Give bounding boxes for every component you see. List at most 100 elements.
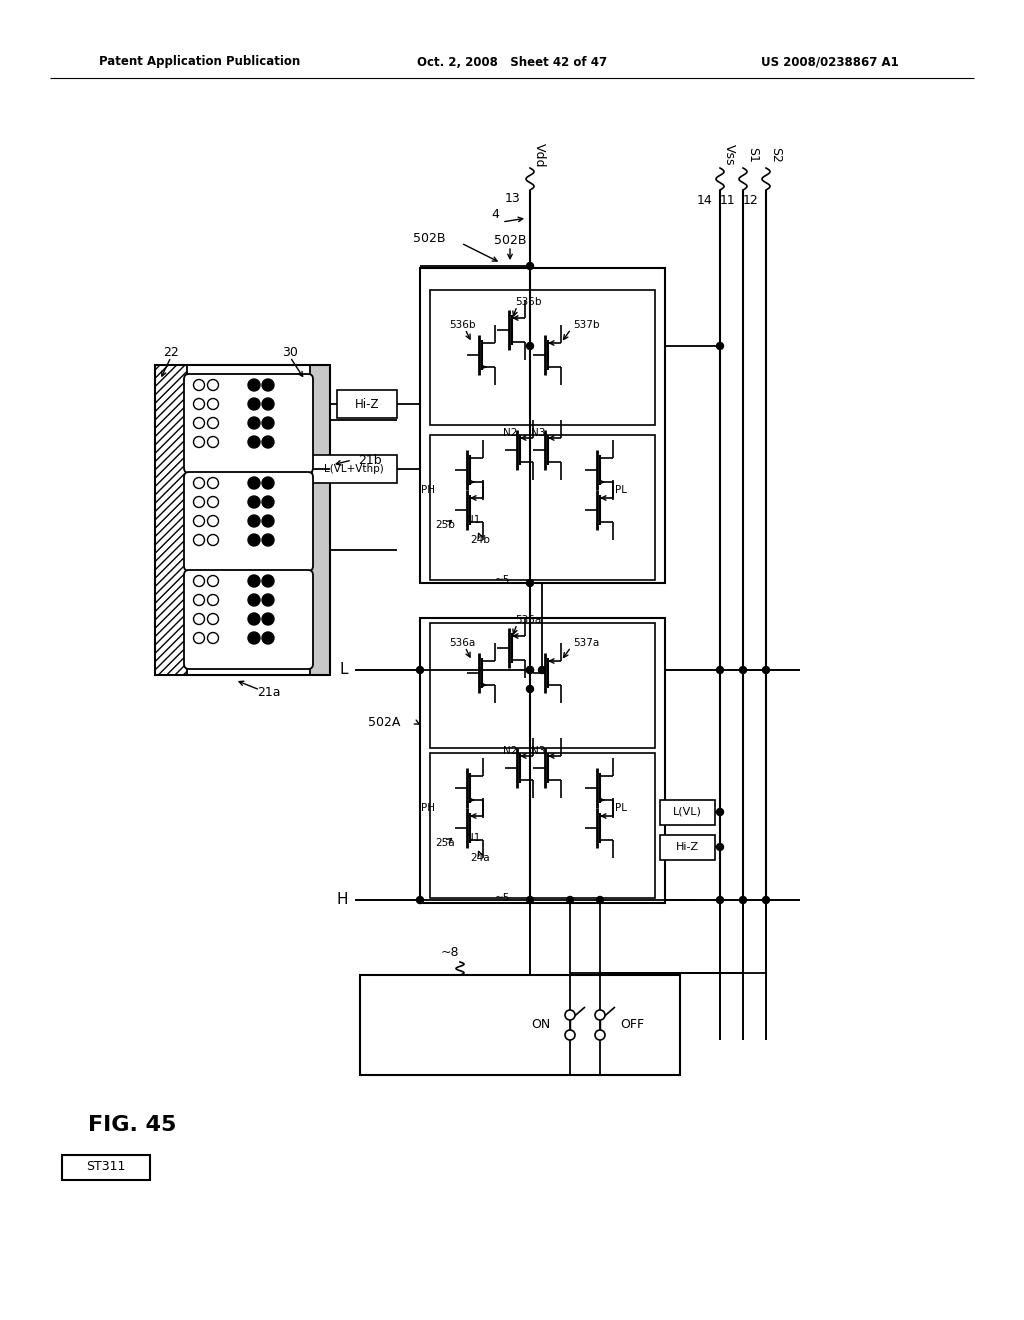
Circle shape bbox=[248, 436, 260, 447]
Text: 536a: 536a bbox=[449, 638, 475, 648]
Text: OFF: OFF bbox=[620, 1019, 644, 1031]
Circle shape bbox=[248, 612, 260, 624]
Circle shape bbox=[595, 1010, 605, 1020]
Text: Oct. 2, 2008   Sheet 42 of 47: Oct. 2, 2008 Sheet 42 of 47 bbox=[417, 55, 607, 69]
Text: PH: PH bbox=[421, 484, 435, 495]
Circle shape bbox=[194, 380, 205, 391]
Text: 21a: 21a bbox=[257, 686, 281, 700]
Circle shape bbox=[717, 667, 724, 673]
Circle shape bbox=[208, 576, 218, 586]
Text: Patent Application Publication: Patent Application Publication bbox=[99, 55, 301, 69]
Text: 502B: 502B bbox=[414, 231, 446, 244]
Circle shape bbox=[262, 399, 274, 411]
Bar bbox=[337, 389, 397, 418]
Bar bbox=[430, 290, 655, 425]
Circle shape bbox=[248, 417, 260, 429]
Circle shape bbox=[208, 417, 218, 429]
Circle shape bbox=[248, 594, 260, 606]
Text: 13: 13 bbox=[504, 191, 520, 205]
Text: N2: N2 bbox=[503, 746, 517, 756]
Text: PL: PL bbox=[615, 803, 627, 813]
Text: ~8: ~8 bbox=[440, 945, 459, 958]
Circle shape bbox=[526, 667, 534, 673]
Text: ST311: ST311 bbox=[86, 1160, 126, 1173]
Circle shape bbox=[262, 594, 274, 606]
Circle shape bbox=[248, 632, 260, 644]
Circle shape bbox=[208, 535, 218, 545]
Circle shape bbox=[194, 535, 205, 545]
Circle shape bbox=[739, 896, 746, 903]
Text: S1: S1 bbox=[746, 147, 759, 162]
Circle shape bbox=[565, 1030, 575, 1040]
Bar bbox=[155, 366, 187, 675]
Circle shape bbox=[597, 896, 603, 903]
Circle shape bbox=[763, 667, 769, 673]
Bar bbox=[660, 836, 715, 861]
Text: 25a: 25a bbox=[435, 838, 455, 847]
Circle shape bbox=[595, 1030, 605, 1040]
Text: Vdd: Vdd bbox=[534, 143, 546, 168]
Circle shape bbox=[248, 399, 260, 411]
Text: N2: N2 bbox=[503, 428, 517, 438]
Text: Hi-Z: Hi-Z bbox=[354, 397, 379, 411]
FancyBboxPatch shape bbox=[184, 374, 313, 473]
Circle shape bbox=[194, 576, 205, 586]
Bar bbox=[310, 366, 330, 675]
Text: 537b: 537b bbox=[573, 319, 599, 330]
Circle shape bbox=[248, 496, 260, 508]
Circle shape bbox=[739, 667, 746, 673]
Text: 21b: 21b bbox=[358, 454, 382, 466]
Circle shape bbox=[763, 896, 769, 903]
Circle shape bbox=[248, 535, 260, 546]
Text: 24a: 24a bbox=[470, 853, 489, 863]
FancyBboxPatch shape bbox=[184, 570, 313, 669]
Circle shape bbox=[262, 417, 274, 429]
Text: FIG. 45: FIG. 45 bbox=[88, 1115, 176, 1135]
Text: H: H bbox=[337, 892, 348, 908]
Bar bbox=[660, 800, 715, 825]
Circle shape bbox=[248, 477, 260, 488]
Circle shape bbox=[262, 612, 274, 624]
Circle shape bbox=[194, 417, 205, 429]
Bar bbox=[420, 618, 665, 903]
Circle shape bbox=[262, 436, 274, 447]
Text: PL: PL bbox=[615, 484, 627, 495]
Bar bbox=[360, 975, 680, 1074]
Circle shape bbox=[208, 399, 218, 409]
Text: 536b: 536b bbox=[449, 319, 475, 330]
Circle shape bbox=[208, 380, 218, 391]
Circle shape bbox=[262, 496, 274, 508]
Circle shape bbox=[717, 808, 724, 816]
Circle shape bbox=[262, 576, 274, 587]
Circle shape bbox=[208, 478, 218, 488]
Circle shape bbox=[417, 896, 424, 903]
Bar bbox=[420, 268, 665, 583]
Circle shape bbox=[208, 496, 218, 507]
Circle shape bbox=[262, 632, 274, 644]
Circle shape bbox=[526, 342, 534, 350]
Circle shape bbox=[717, 342, 724, 350]
Circle shape bbox=[526, 579, 534, 586]
Text: N3: N3 bbox=[530, 746, 545, 756]
Text: N3: N3 bbox=[530, 428, 545, 438]
Circle shape bbox=[194, 399, 205, 409]
Circle shape bbox=[417, 667, 424, 673]
Circle shape bbox=[526, 263, 534, 269]
Text: US 2008/0238867 A1: US 2008/0238867 A1 bbox=[761, 55, 899, 69]
Circle shape bbox=[262, 379, 274, 391]
Circle shape bbox=[194, 496, 205, 507]
Circle shape bbox=[526, 896, 534, 903]
Circle shape bbox=[194, 614, 205, 624]
Text: 537a: 537a bbox=[573, 638, 599, 648]
Text: 502A: 502A bbox=[368, 717, 400, 730]
Circle shape bbox=[248, 515, 260, 527]
Circle shape bbox=[194, 478, 205, 488]
Circle shape bbox=[208, 632, 218, 644]
Text: 14: 14 bbox=[696, 194, 712, 206]
Text: L: L bbox=[340, 663, 348, 677]
Text: 22: 22 bbox=[163, 346, 179, 359]
Circle shape bbox=[539, 667, 546, 673]
Bar bbox=[62, 1155, 150, 1180]
Circle shape bbox=[262, 515, 274, 527]
FancyBboxPatch shape bbox=[184, 473, 313, 572]
